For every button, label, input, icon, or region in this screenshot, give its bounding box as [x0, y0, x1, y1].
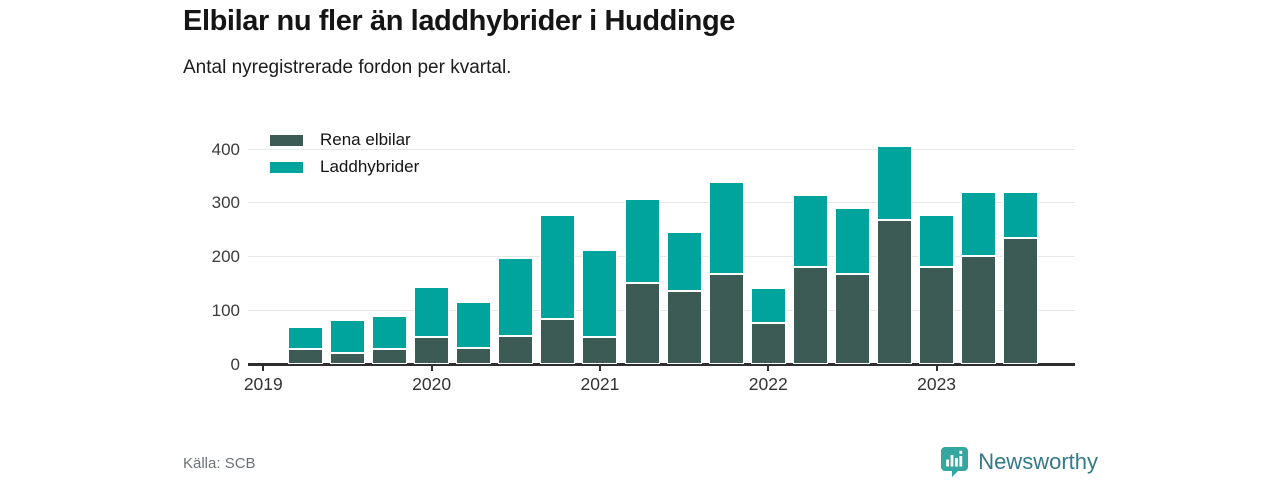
x-axis-tick-2023: [935, 365, 938, 371]
y-axis-label-100: 100: [211, 300, 240, 320]
bar-segment-elbilar: [414, 337, 450, 364]
gridline-100: [248, 309, 1075, 311]
bar-segment-elbilar: [329, 353, 365, 364]
gridline-300: [248, 202, 1075, 204]
x-axis-line: [248, 363, 1075, 366]
gridline-400: [248, 148, 1075, 150]
brand-name: Newsworthy: [978, 448, 1098, 474]
bar-segment-laddhybrider: [287, 326, 323, 350]
x-axis-tick-2021: [598, 365, 601, 371]
bar-segment-laddhybrider: [750, 287, 786, 324]
bar-segment-elbilar: [456, 347, 492, 364]
bar-segment-laddhybrider: [792, 194, 828, 267]
legend-item-elbilar: Rena elbilar: [270, 130, 411, 150]
bar-segment-laddhybrider: [414, 287, 450, 338]
bar-segment-elbilar: [834, 273, 870, 364]
bar-segment-laddhybrider: [919, 215, 955, 268]
bar-segment-laddhybrider: [624, 198, 660, 283]
brand-lockup: Newsworthy: [940, 446, 1098, 477]
bar-segment-elbilar: [750, 323, 786, 364]
chart-subtitle: Antal nyregistrerade fordon per kvartal.: [183, 57, 512, 78]
bar-segment-elbilar: [498, 336, 534, 364]
bar-segment-laddhybrider: [877, 145, 912, 220]
legend-swatch-elbilar: [270, 134, 303, 146]
source-note: Källa: SCB: [183, 455, 256, 472]
y-axis-label-300: 300: [211, 193, 240, 213]
legend-label-elbilar: Rena elbilar: [320, 130, 411, 149]
bar-segment-laddhybrider: [329, 320, 365, 354]
bar-segment-laddhybrider: [708, 182, 744, 275]
bar-segment-laddhybrider: [372, 316, 408, 350]
x-axis-label-2021: 2021: [580, 374, 620, 394]
chart-title: Elbilar nu fler än laddhybrider i Huddin…: [183, 5, 735, 37]
bar-segment-laddhybrider: [666, 232, 702, 292]
x-axis-label-2023: 2023: [917, 374, 957, 394]
x-axis-tick-2022: [767, 365, 770, 371]
bar-segment-elbilar: [582, 336, 618, 364]
x-axis-label-2020: 2020: [412, 374, 452, 394]
legend-label-laddhybrider: Laddhybrider: [320, 157, 420, 176]
bar-segment-laddhybrider: [582, 250, 618, 337]
bar-segment-laddhybrider: [961, 192, 997, 256]
bar-segment-elbilar: [624, 282, 660, 364]
bar-segment-elbilar: [877, 219, 912, 364]
gridline-200: [248, 256, 1075, 257]
y-axis-label-200: 200: [211, 247, 240, 266]
bar-segment-laddhybrider: [540, 215, 576, 319]
bar-segment-laddhybrider: [834, 208, 870, 274]
x-axis-label-2022: 2022: [748, 374, 788, 394]
bar-segment-laddhybrider: [498, 257, 534, 337]
bar-segment-elbilar: [919, 267, 955, 364]
x-axis-label-2019: 2019: [243, 374, 283, 394]
bar-segment-elbilar: [540, 318, 576, 364]
newsworthy-logo-icon: [941, 447, 969, 477]
bar-segment-elbilar: [792, 266, 828, 364]
bar-segment-laddhybrider: [1003, 192, 1039, 239]
y-axis-label-0: 0: [230, 354, 240, 374]
bar-segment-elbilar: [372, 349, 408, 364]
bar-segment-elbilar: [666, 291, 702, 364]
legend-item-laddhybrider: Laddhybrider: [270, 157, 419, 177]
bar-segment-elbilar: [287, 349, 323, 364]
bar-segment-elbilar: [961, 255, 997, 364]
x-axis-tick-2019: [262, 365, 265, 371]
bar-segment-elbilar: [1003, 238, 1039, 364]
legend-swatch-laddhybrider: [270, 161, 303, 173]
y-axis-label-400: 400: [211, 139, 240, 159]
x-axis-tick-2020: [430, 365, 433, 371]
bar-segment-laddhybrider: [456, 301, 492, 348]
bar-segment-elbilar: [708, 274, 744, 364]
